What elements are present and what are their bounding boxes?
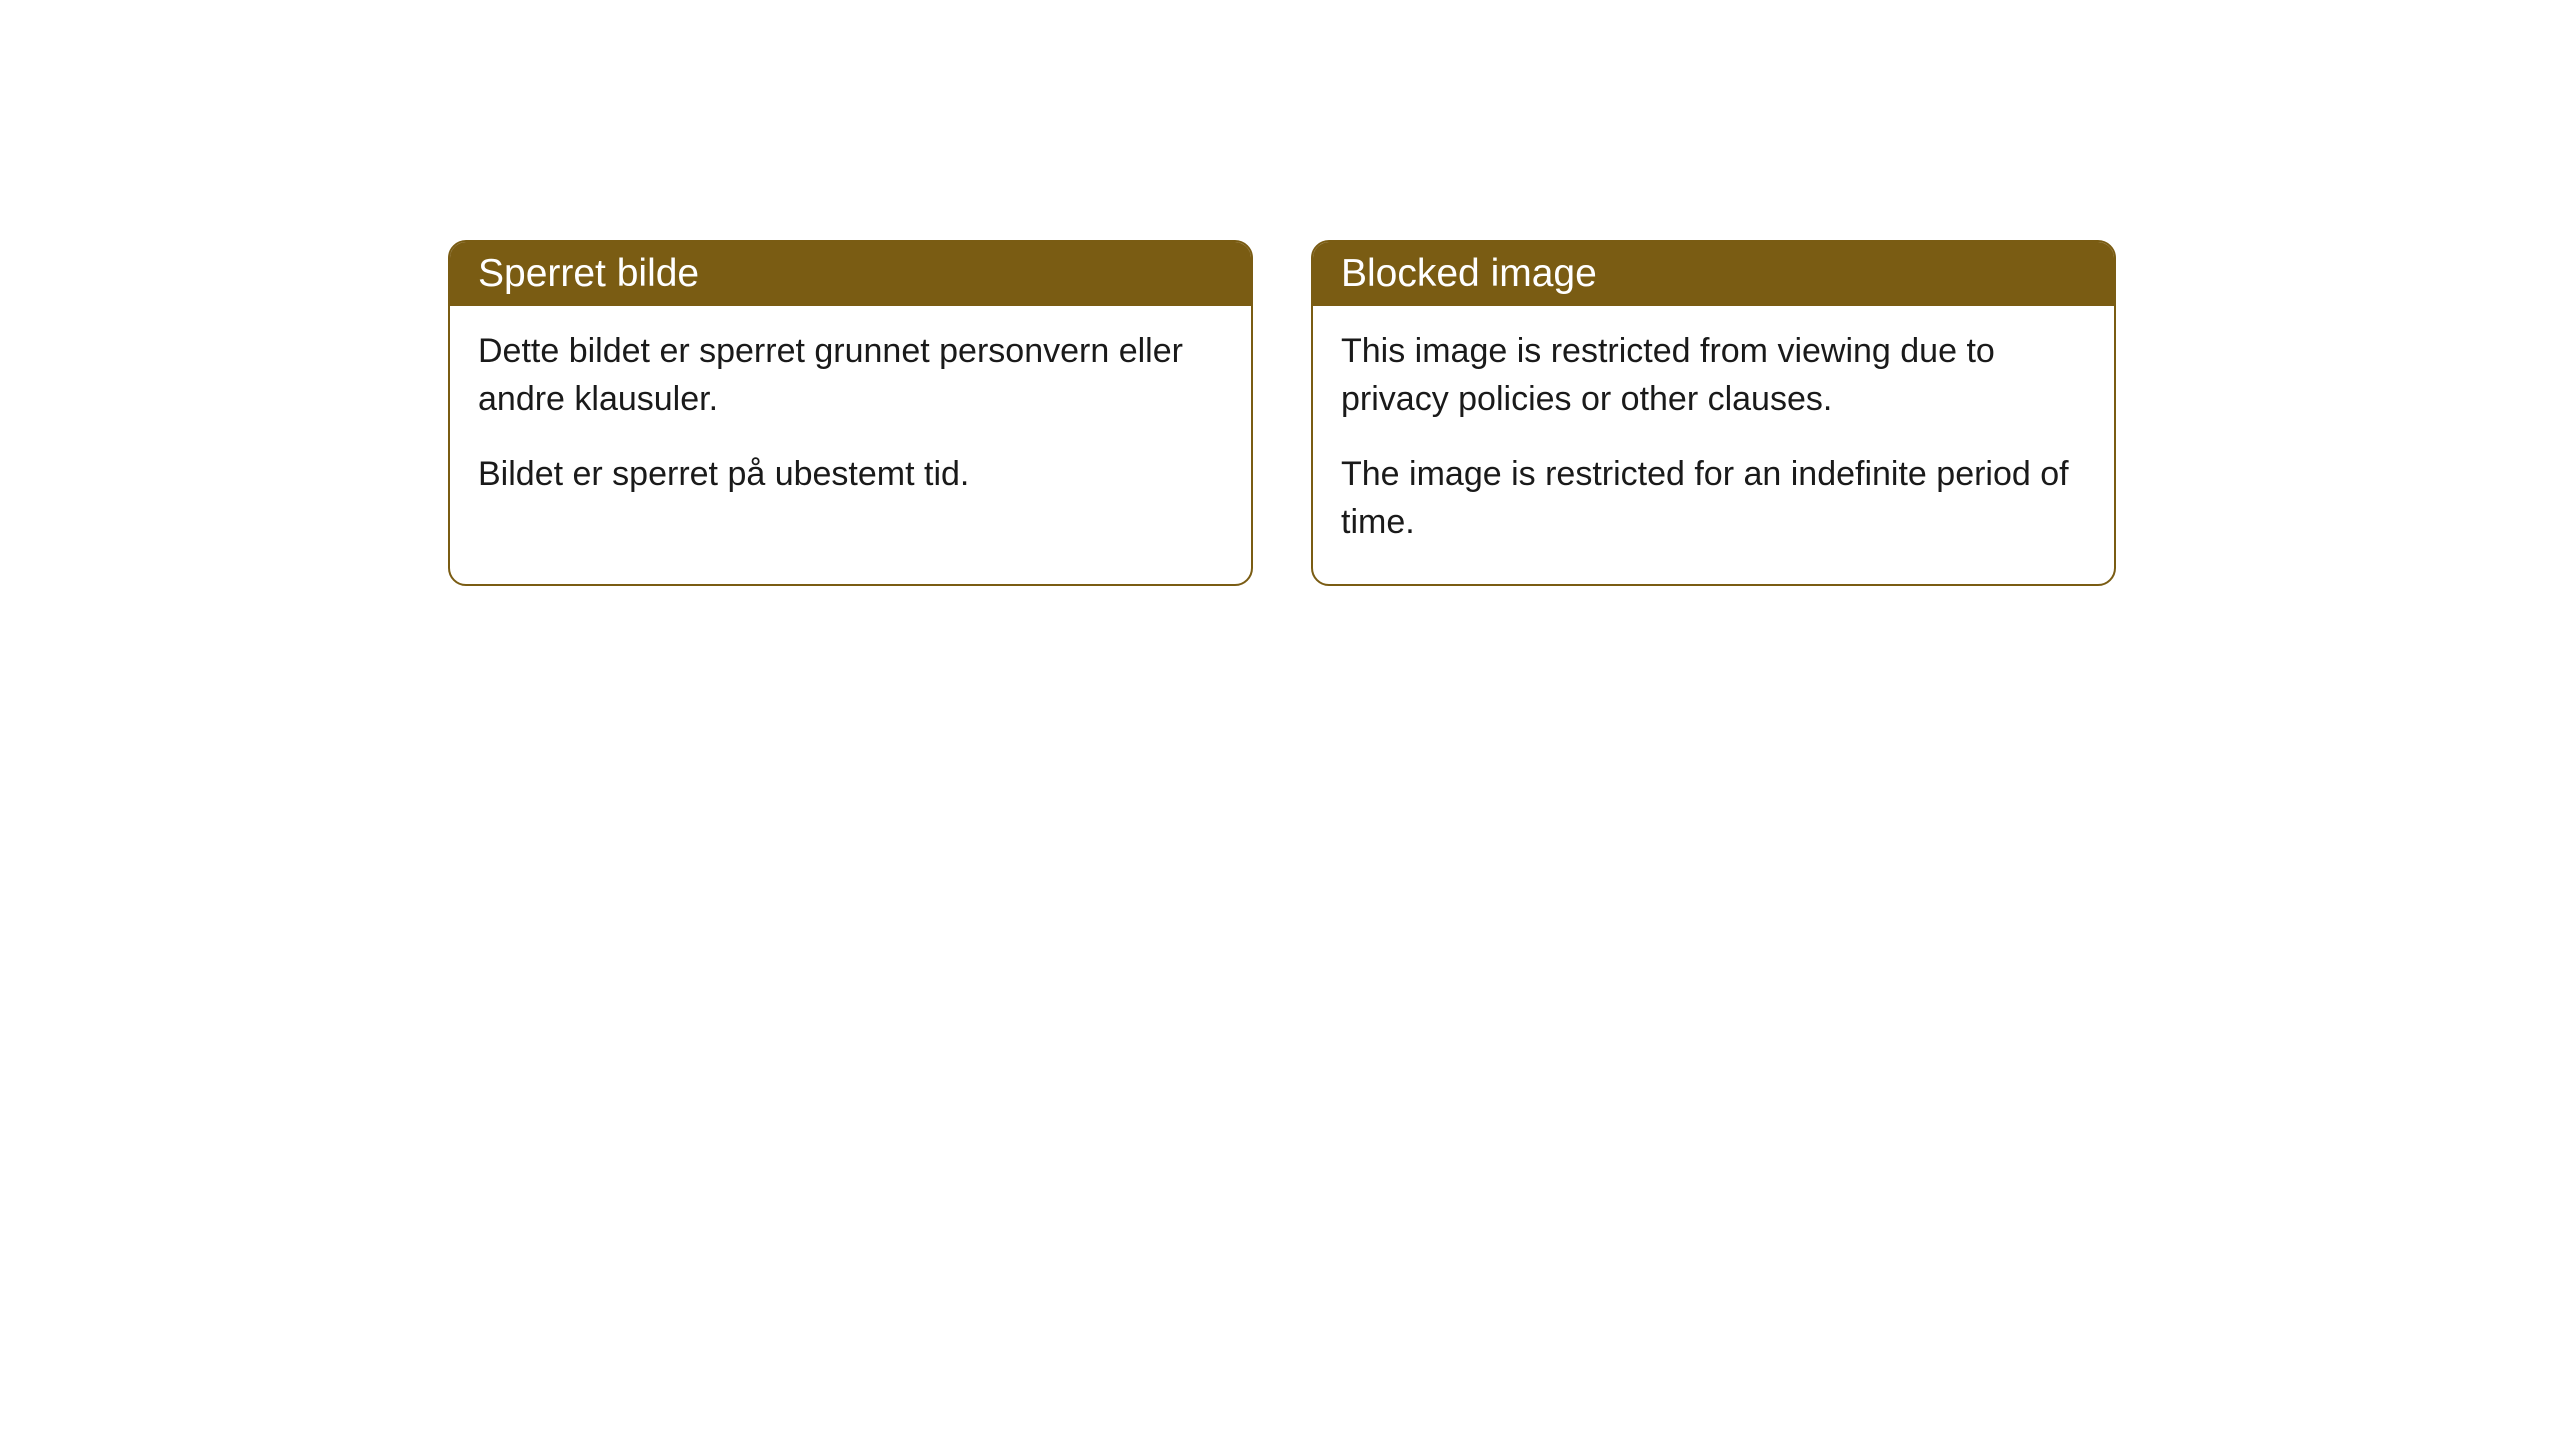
card-header: Blocked image (1313, 242, 2114, 306)
cards-container: Sperret bilde Dette bildet er sperret gr… (448, 240, 2116, 586)
blocked-image-card-en: Blocked image This image is restricted f… (1311, 240, 2116, 586)
card-paragraph: The image is restricted for an indefinit… (1341, 451, 2086, 546)
card-body: Dette bildet er sperret grunnet personve… (450, 306, 1251, 537)
blocked-image-card-no: Sperret bilde Dette bildet er sperret gr… (448, 240, 1253, 586)
card-header: Sperret bilde (450, 242, 1251, 306)
card-paragraph: Bildet er sperret på ubestemt tid. (478, 451, 1223, 499)
card-paragraph: Dette bildet er sperret grunnet personve… (478, 328, 1223, 423)
card-body: This image is restricted from viewing du… (1313, 306, 2114, 584)
card-paragraph: This image is restricted from viewing du… (1341, 328, 2086, 423)
